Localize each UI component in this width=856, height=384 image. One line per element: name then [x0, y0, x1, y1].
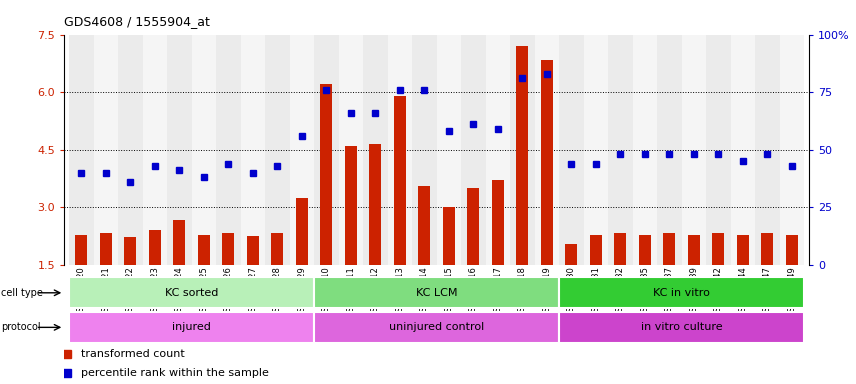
Bar [216, 35, 241, 265]
Bar [198, 235, 210, 265]
Bar [320, 84, 332, 265]
Bar [559, 35, 584, 265]
Bar [559, 277, 804, 308]
Text: percentile rank within the sample: percentile rank within the sample [80, 368, 269, 378]
Bar [755, 35, 780, 265]
Bar [730, 35, 755, 265]
Bar [388, 35, 412, 265]
Bar [69, 312, 314, 343]
Text: KC LCM: KC LCM [416, 288, 457, 298]
Text: in vitro culture: in vitro culture [641, 322, 722, 333]
Bar [485, 35, 510, 265]
Bar [143, 35, 167, 265]
Bar [124, 237, 136, 265]
Bar [75, 235, 87, 265]
Bar [534, 35, 559, 265]
Bar [241, 35, 265, 265]
Bar [541, 60, 553, 265]
Text: uninjured control: uninjured control [389, 322, 484, 333]
Bar [345, 146, 357, 265]
Bar [93, 35, 118, 265]
Text: KC in vitro: KC in vitro [653, 288, 710, 298]
Bar [510, 35, 534, 265]
Bar [247, 236, 259, 265]
Bar [559, 312, 804, 343]
Bar [173, 220, 186, 265]
Bar [118, 35, 143, 265]
Text: cell type: cell type [1, 288, 43, 298]
Bar [314, 277, 559, 308]
Bar [491, 180, 504, 265]
Bar [363, 35, 388, 265]
Bar [192, 35, 216, 265]
Text: protocol: protocol [1, 322, 40, 333]
Text: GDS4608 / 1555904_at: GDS4608 / 1555904_at [64, 15, 210, 28]
Bar [149, 230, 161, 265]
Bar [223, 233, 235, 265]
Bar [761, 233, 774, 265]
Bar [369, 144, 382, 265]
Bar [289, 35, 314, 265]
Bar [516, 46, 528, 265]
Bar [467, 188, 479, 265]
Bar [706, 35, 730, 265]
Bar [737, 235, 749, 265]
Bar [265, 35, 289, 265]
Bar [614, 233, 627, 265]
Bar [584, 35, 608, 265]
Bar [663, 233, 675, 265]
Bar [437, 35, 461, 265]
Bar [681, 35, 706, 265]
Text: injured: injured [172, 322, 211, 333]
Bar [687, 235, 700, 265]
Bar [443, 207, 455, 265]
Bar [412, 35, 437, 265]
Bar [461, 35, 485, 265]
Bar [608, 35, 633, 265]
Bar [99, 233, 112, 265]
Bar [639, 235, 651, 265]
Bar [657, 35, 681, 265]
Bar [314, 312, 559, 343]
Bar [590, 235, 602, 265]
Bar [339, 35, 363, 265]
Bar [314, 35, 339, 265]
Bar [633, 35, 657, 265]
Bar [69, 35, 93, 265]
Text: transformed count: transformed count [80, 349, 184, 359]
Bar [69, 277, 314, 308]
Bar [419, 186, 431, 265]
Bar [786, 235, 798, 265]
Bar [565, 244, 578, 265]
Bar [780, 35, 804, 265]
Bar [712, 233, 724, 265]
Bar [394, 96, 406, 265]
Bar [167, 35, 192, 265]
Text: KC sorted: KC sorted [165, 288, 218, 298]
Bar [295, 198, 308, 265]
Bar [271, 233, 283, 265]
